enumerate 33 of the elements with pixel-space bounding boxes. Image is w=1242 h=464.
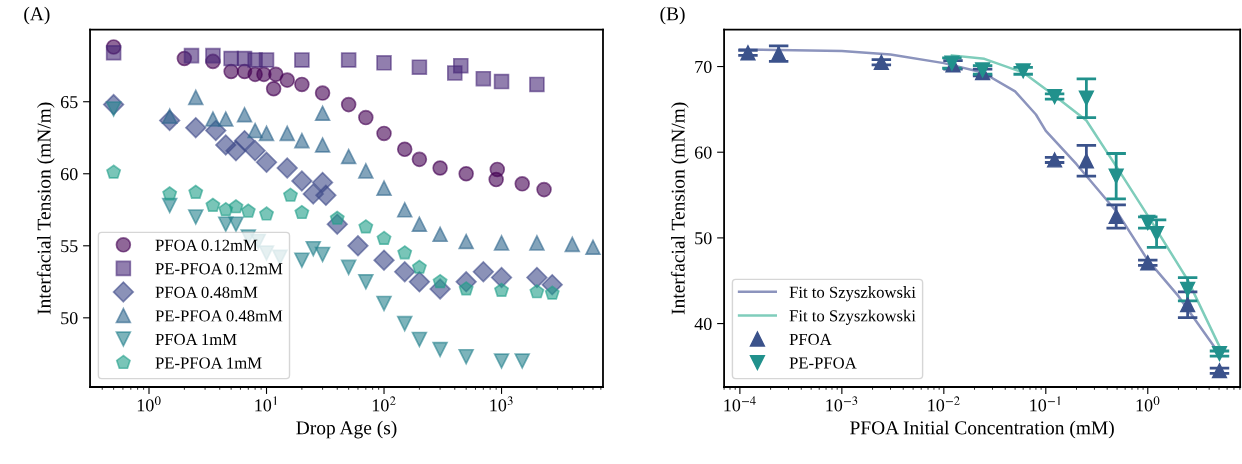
legend-label: PFOA 0.12mM [155,239,258,251]
legend-label: PFOA 1mM [155,333,237,346]
x-axis-title: PFOA Initial Concentration (mM) [850,420,1114,439]
x-axis-title: Drop Age (s) [296,420,397,439]
y-tick-label: 50 [61,312,78,325]
y-tick-label: 40 [694,317,712,331]
x-tick-label: 10$^{1}$ [255,396,278,412]
legend-label: PE-PFOA 1mM [155,357,262,369]
x-tick-label: 10$^{−4}$ [724,396,756,412]
legend-label: Fit to Szyszkowski [789,309,916,325]
legend-label: PE-PFOA 0.12mM [155,263,283,275]
x-tick-label: 10$^{−1}$ [1030,396,1061,412]
legend-label: PE-PFOA [789,357,857,369]
y-tick-label: 50 [695,232,712,245]
y-tick-label: 60 [60,168,78,181]
y-axis-title: Interfacial Tension (mN/m) [670,102,689,315]
x-tick-label: 10$^{−2}$ [928,396,960,412]
x-tick-label: 10$^{0}$ [137,396,161,412]
chart-title: (B) [660,6,685,25]
legend-label: PFOA [789,333,832,346]
legend-label: PE-PFOA 0.48mM [155,310,283,322]
x-tick-label: 10$^{0}$ [1136,396,1160,412]
legend-label: PFOA 0.48mM [155,286,258,299]
x-tick-label: 10$^{−3}$ [826,396,858,412]
y-axis-title: Interfacial Tension (mN/m) [36,102,55,315]
x-tick-label: 10$^{2}$ [372,396,396,412]
y-tick-label: 55 [61,240,78,253]
y-tick-label: 60 [695,146,712,159]
chart-title: (A) [24,6,50,25]
y-tick-label: 65 [60,96,78,109]
y-tick-label: 70 [695,60,712,73]
legend-label: Fit to Szyszkowski [789,286,916,302]
x-tick-label: 10$^{3}$ [490,396,513,412]
